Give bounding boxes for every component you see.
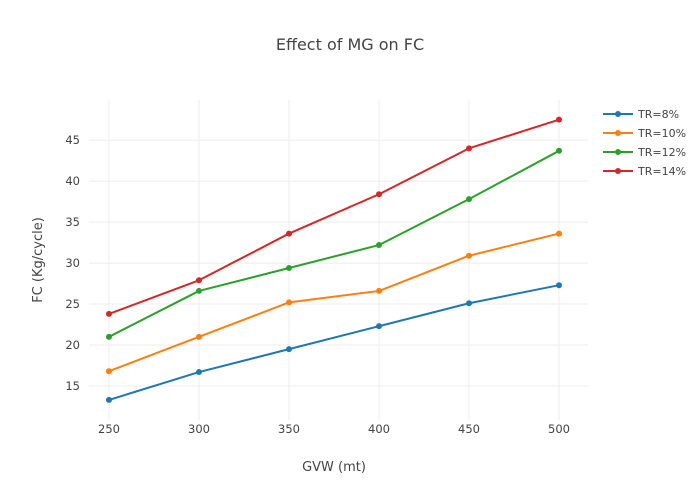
data-point[interactable] [195, 369, 202, 376]
legend-label: TR=8% [637, 108, 679, 121]
series-TR=12% [105, 147, 563, 340]
data-point[interactable] [105, 396, 112, 403]
series-TR=8% [105, 282, 563, 403]
x-axis-ticks: 250 300 350 400 450 500 [98, 422, 570, 436]
y-tick-label: 15 [65, 379, 80, 393]
legend-item[interactable]: TR=12% [603, 146, 686, 159]
data-point[interactable] [195, 277, 202, 284]
data-point[interactable] [466, 145, 473, 152]
y-tick-label: 40 [65, 174, 80, 188]
data-point[interactable] [376, 287, 383, 294]
y-axis-title: FC (Kg/cycle) [31, 217, 46, 303]
data-point[interactable] [556, 147, 563, 154]
series-TR=14% [105, 116, 563, 317]
y-tick-label: 35 [65, 215, 80, 229]
y-tick-label: 20 [65, 338, 80, 352]
series-line [108, 284, 560, 401]
y-tick-label: 45 [65, 133, 80, 147]
x-tick-label: 300 [188, 422, 210, 436]
chart-title: Effect of MG on FC [276, 35, 424, 54]
data-point[interactable] [466, 252, 473, 259]
data-point[interactable] [285, 230, 292, 237]
legend-marker [615, 149, 621, 155]
legend-item[interactable]: TR=8% [603, 108, 679, 121]
legend-marker [615, 130, 621, 136]
y-tick-label: 30 [65, 256, 80, 270]
data-point[interactable] [466, 300, 473, 307]
data-point[interactable] [105, 333, 112, 340]
x-tick-label: 500 [548, 422, 570, 436]
legend-label: TR=14% [637, 165, 686, 178]
y-tick-label: 25 [65, 297, 80, 311]
data-point[interactable] [556, 116, 563, 123]
series-TR=10% [105, 230, 563, 375]
x-axis-title: GVW (mt) [302, 460, 366, 475]
data-point[interactable] [556, 282, 563, 289]
data-point[interactable] [195, 333, 202, 340]
legend-marker [615, 111, 621, 117]
x-tick-label: 400 [368, 422, 390, 436]
legend: TR=8% TR=10% TR=12% TR=14% [603, 108, 686, 178]
data-point[interactable] [376, 323, 383, 330]
x-tick-label: 450 [458, 422, 480, 436]
y-axis-ticks: 15 20 25 30 35 40 45 [65, 133, 80, 393]
data-point[interactable] [285, 346, 292, 353]
data-point[interactable] [105, 368, 112, 375]
data-point[interactable] [376, 191, 383, 198]
data-point[interactable] [466, 196, 473, 203]
series-group [105, 116, 563, 403]
data-point[interactable] [285, 264, 292, 271]
series-line [108, 149, 560, 338]
data-point[interactable] [285, 299, 292, 306]
legend-item[interactable]: TR=10% [603, 127, 686, 140]
legend-marker [615, 168, 621, 174]
legend-label: TR=10% [637, 127, 686, 140]
data-point[interactable] [556, 230, 563, 237]
data-point[interactable] [195, 287, 202, 294]
data-point[interactable] [376, 242, 383, 249]
x-tick-label: 350 [278, 422, 300, 436]
legend-label: TR=12% [637, 146, 686, 159]
legend-item[interactable]: TR=14% [603, 165, 686, 178]
series-line [108, 232, 560, 373]
series-line [108, 118, 560, 315]
data-point[interactable] [105, 310, 112, 317]
x-tick-label: 250 [98, 422, 120, 436]
